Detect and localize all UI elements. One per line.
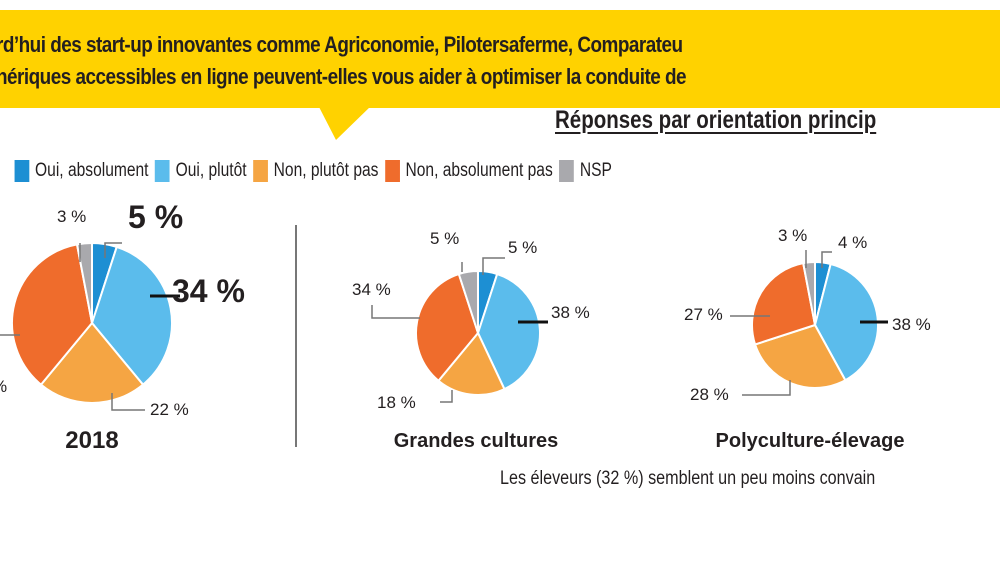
- pie-1-label-4: 5 %: [430, 229, 459, 248]
- pie-2-label-0: 4 %: [838, 233, 867, 252]
- pie-1-slice-3: [415, 272, 480, 383]
- question-banner: [0, 10, 1000, 108]
- pie-0-label-3: %: [0, 377, 7, 396]
- pie-2-label-2: 28 %: [690, 385, 729, 404]
- pie-1-title: Grandes cultures: [394, 430, 559, 452]
- pie-1-slice-2: [437, 331, 506, 396]
- pie-0-label-1: 34 %: [172, 273, 245, 309]
- pie-2-slice-1: [813, 262, 879, 382]
- pie-2-label-3: 27 %: [684, 305, 723, 324]
- pie-1-label-2: 18 %: [377, 393, 416, 412]
- pie-0-slice-4: [75, 241, 93, 324]
- legend-label-0: Oui, absolument: [35, 160, 149, 181]
- subtitle: Réponses par orientation princip: [555, 106, 877, 134]
- legend-swatch-4: [559, 160, 575, 182]
- pie-0-slice-2: [39, 321, 145, 404]
- pie-0-label-2: 22 %: [150, 400, 189, 419]
- pie-0-label-0: 5 %: [128, 199, 183, 235]
- legend-label-2: Non, plutôt pas: [273, 160, 379, 181]
- pie-2-slice-4: [802, 260, 816, 326]
- legend-label-1: Oui, plutôt: [175, 160, 247, 181]
- pie-2-leader-0: [821, 251, 832, 268]
- pie-2-label-1: 38 %: [892, 315, 931, 334]
- pie-2-slice-3: [751, 261, 817, 346]
- pie-0-slice-1: [90, 245, 173, 387]
- pie-0-title: 2018: [65, 427, 118, 454]
- legend-label-4: NSP: [579, 160, 612, 181]
- pie-1-leader-2: [440, 390, 453, 403]
- legend: Oui, absolument Oui, plutôt Non, plutôt …: [8, 160, 612, 182]
- legend-swatch-1: [155, 160, 170, 182]
- pie-2-slice-2: [753, 323, 847, 389]
- footnote: Les éleveurs (32 %) semblent un peu moin…: [500, 468, 876, 489]
- legend-swatch-0: [14, 160, 30, 182]
- legend-swatch-2: [253, 160, 268, 182]
- divider: [295, 225, 297, 447]
- question-line-2: nériques accessibles en ligne peuvent-el…: [0, 64, 687, 89]
- legend-label-3: Non, absolument pas: [405, 160, 553, 181]
- pie-2-title: Polyculture-élevage: [716, 430, 905, 452]
- pie-0-leader-0: [104, 242, 122, 258]
- pie-1-leader-3: [371, 305, 420, 319]
- pie-1-label-1: 38 %: [551, 303, 590, 322]
- pie-0-slice-3: [11, 243, 94, 387]
- pie-1-leader-0: [482, 257, 505, 275]
- pie-2-label-4: 3 %: [778, 226, 807, 245]
- pie-1-slice-4: [457, 269, 479, 334]
- pie-1-label-3: 34 %: [352, 280, 391, 299]
- pie-2-leader-2: [742, 380, 791, 396]
- pie-0-label-4: 3 %: [57, 207, 86, 226]
- pie-1-label-0: 5 %: [508, 238, 537, 257]
- pie-0-leader-2: [111, 393, 145, 411]
- question-line-1: rd’hui des start-up innovantes comme Agr…: [0, 32, 683, 57]
- legend-swatch-3: [385, 160, 400, 182]
- pie-1-slice-1: [476, 272, 541, 391]
